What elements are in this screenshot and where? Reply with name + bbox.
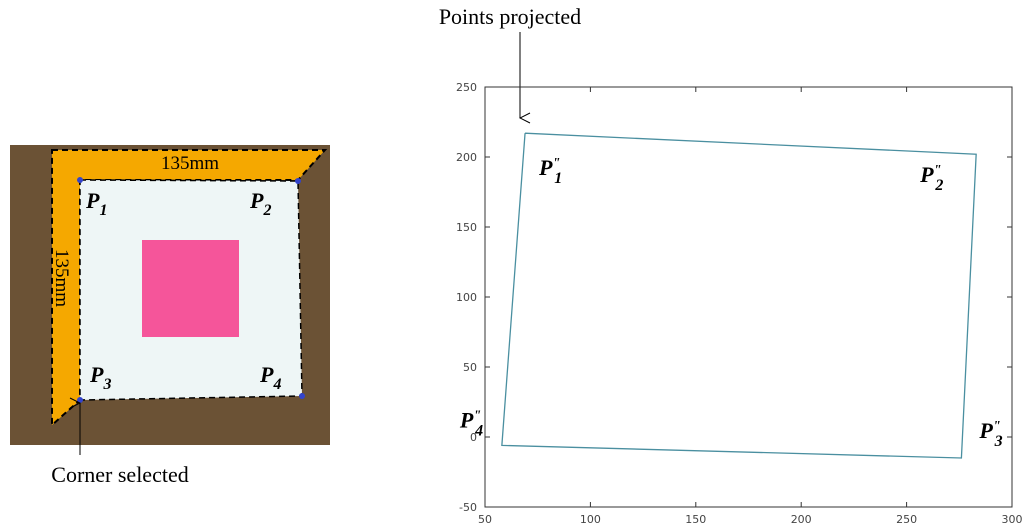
label-sub: 2 (934, 177, 943, 194)
label-sup: " (934, 163, 942, 178)
label-sub: 4 (272, 376, 281, 393)
y-tick-label: 100 (456, 291, 477, 304)
corner-dot (77, 397, 83, 403)
x-tick-label: 300 (1002, 513, 1023, 526)
point-label: P1 (85, 188, 107, 219)
y-tick-label: 250 (456, 81, 477, 94)
side-length: 135mm (51, 249, 72, 307)
y-tick-label: 0 (470, 431, 477, 444)
label-base: P (249, 188, 264, 213)
corner-dot (299, 393, 305, 399)
label-sup: " (553, 156, 561, 171)
caption: Corner selected (51, 462, 188, 487)
y-tick-label: 50 (463, 361, 477, 374)
label-sub: 1 (554, 170, 562, 187)
photo: 135mm 135mm Corner selected (10, 145, 330, 487)
point-label: P" 4 (459, 407, 483, 439)
point-label: P3 (89, 362, 111, 393)
point-label: P" 2 (919, 162, 943, 194)
corner-dot (295, 178, 301, 184)
x-tick-label: 100 (580, 513, 601, 526)
label-base: P (978, 418, 993, 443)
x-tick-label: 150 (685, 513, 706, 526)
label-sub: 2 (262, 202, 271, 219)
label-sub: 1 (99, 202, 107, 219)
label-base: P (919, 162, 934, 187)
label-base: P (459, 407, 474, 432)
point-label: P2 (249, 188, 271, 219)
point-label: P4 (259, 362, 281, 393)
x-tick-label: 250 (896, 513, 917, 526)
x-tick-label: 200 (791, 513, 812, 526)
corner-dot (77, 177, 83, 183)
label-sup: " (993, 419, 1001, 434)
label-base: P (85, 188, 100, 213)
plot-frame (484, 86, 1013, 508)
y-tick-label: 200 (456, 151, 477, 164)
y-tick-label: -50 (459, 501, 477, 514)
label-base: P (89, 362, 104, 387)
label-sub: 4 (474, 422, 483, 439)
label-sub: 3 (102, 376, 111, 393)
label-base: P (538, 155, 553, 180)
annotation: Points projected (439, 4, 581, 29)
projected-outline (501, 132, 977, 459)
point-label: P" 3 (978, 418, 1002, 450)
top-length: 135mm (161, 153, 219, 174)
y-tick-label: 150 (456, 221, 477, 234)
x-tick-label: 50 (478, 513, 492, 526)
point-label: P" 1 (538, 155, 562, 187)
pink-square (142, 240, 239, 337)
label-sup: " (473, 408, 481, 423)
label-sub: 3 (994, 433, 1003, 450)
label-base: P (259, 362, 274, 387)
